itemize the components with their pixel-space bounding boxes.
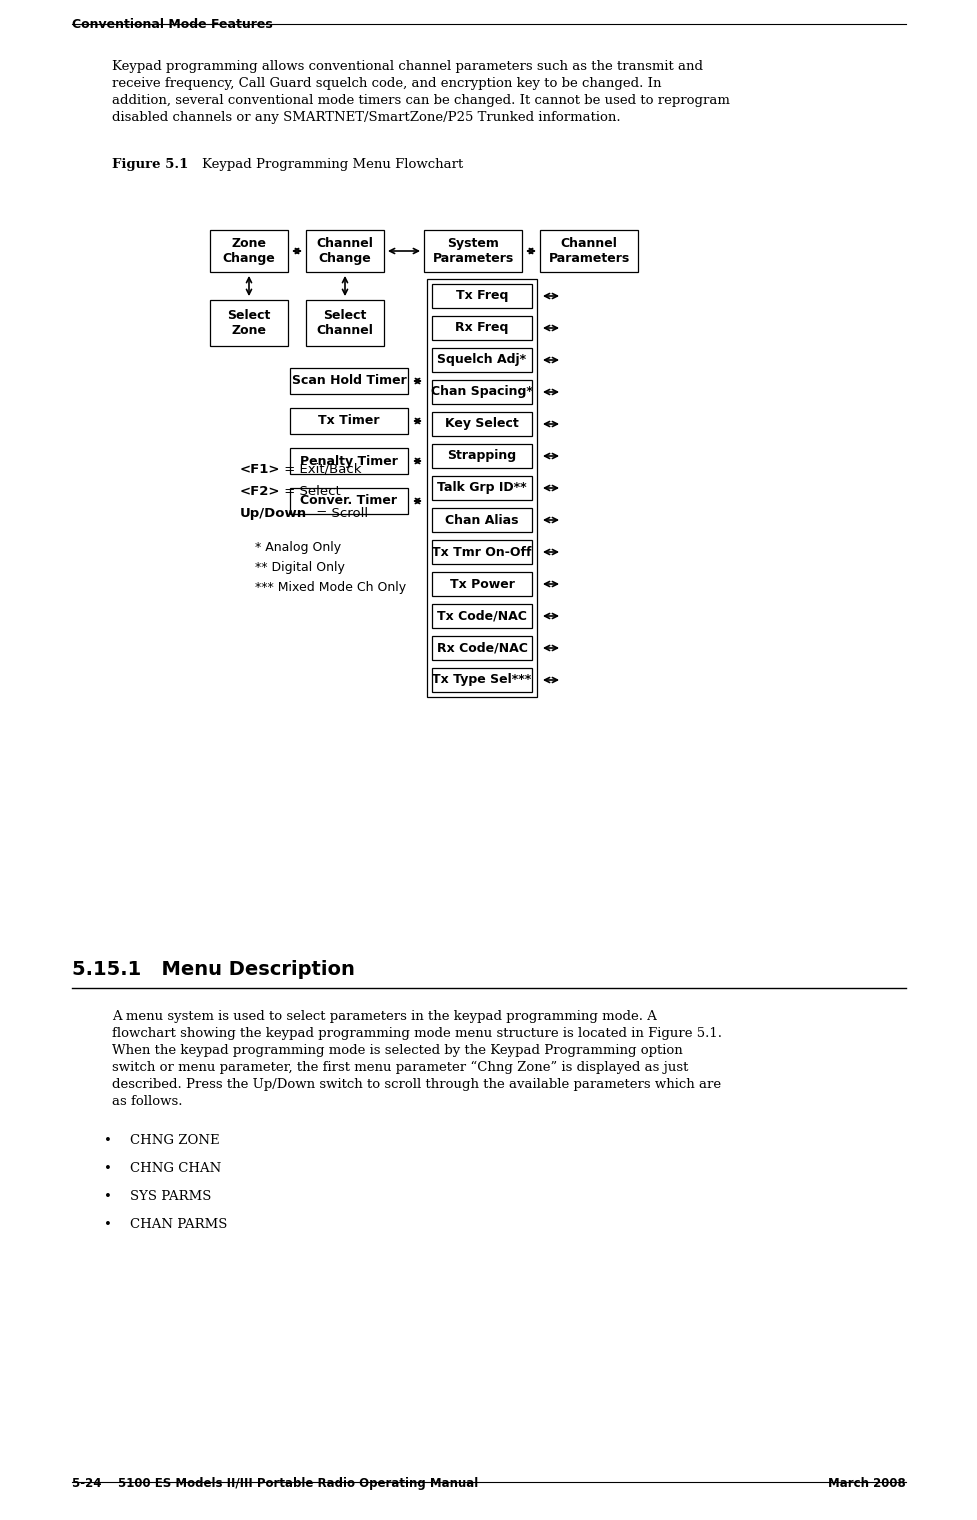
Bar [306, 299, 384, 347]
Text: 5.15.1   Menu Description: 5.15.1 Menu Description [72, 961, 355, 979]
Bar [290, 488, 407, 514]
Text: Conventional Mode Features: Conventional Mode Features [72, 18, 273, 30]
Text: Channel
Parameters: Channel Parameters [548, 237, 629, 264]
Text: CHAN PARMS: CHAN PARMS [130, 1218, 227, 1231]
Text: A menu system is used to select parameters in the keypad programming mode. A: A menu system is used to select paramete… [112, 1009, 657, 1023]
Text: = Select: = Select [279, 485, 340, 499]
Text: Rx Freq: Rx Freq [455, 322, 508, 334]
Text: Up/Down: Up/Down [239, 508, 307, 520]
Bar [432, 635, 531, 660]
Text: 5-24    5100 ES Models II/III Portable Radio Operating Manual: 5-24 5100 ES Models II/III Portable Radi… [72, 1477, 478, 1490]
Bar [432, 667, 531, 692]
Text: flowchart showing the keypad programming mode menu structure is located in Figur: flowchart showing the keypad programming… [112, 1028, 721, 1040]
Text: as follows.: as follows. [112, 1094, 183, 1108]
Text: *** Mixed Mode Ch Only: *** Mixed Mode Ch Only [255, 581, 405, 594]
Text: Tx Code/NAC: Tx Code/NAC [437, 610, 527, 623]
Text: addition, several conventional mode timers can be changed. It cannot be used to : addition, several conventional mode time… [112, 94, 729, 106]
Text: Keypad Programming Menu Flowchart: Keypad Programming Menu Flowchart [202, 158, 463, 172]
Text: Tx Type Sel***: Tx Type Sel*** [432, 673, 531, 687]
Text: Figure 5.1: Figure 5.1 [112, 158, 189, 172]
Text: Rx Code/NAC: Rx Code/NAC [436, 641, 527, 655]
Text: <F2>: <F2> [239, 485, 280, 499]
Bar [432, 444, 531, 468]
Text: SYS PARMS: SYS PARMS [130, 1190, 211, 1202]
Text: Zone
Change: Zone Change [223, 237, 276, 264]
Bar [432, 348, 531, 372]
Bar [432, 508, 531, 532]
Text: switch or menu parameter, the first menu parameter “Chng Zone” is displayed as j: switch or menu parameter, the first menu… [112, 1061, 688, 1075]
Bar [306, 230, 384, 272]
Bar [432, 284, 531, 309]
Text: Tx Timer: Tx Timer [318, 415, 379, 427]
Bar [210, 230, 287, 272]
Bar [432, 603, 531, 628]
Bar [210, 299, 287, 347]
Bar [427, 280, 536, 698]
Text: Select
Zone: Select Zone [227, 309, 271, 337]
Text: CHNG CHAN: CHNG CHAN [130, 1161, 221, 1175]
Bar [290, 368, 407, 394]
Bar [424, 230, 522, 272]
Text: System
Parameters: System Parameters [432, 237, 513, 264]
Text: Key Select: Key Select [445, 418, 519, 430]
Bar [432, 476, 531, 500]
Text: •: • [104, 1161, 111, 1175]
Text: •: • [104, 1190, 111, 1202]
Text: When the keypad programming mode is selected by the Keypad Programming option: When the keypad programming mode is sele… [112, 1044, 682, 1056]
Text: Conver. Timer: Conver. Timer [300, 494, 397, 508]
Bar [290, 448, 407, 474]
Text: disabled channels or any SMARTNET/SmartZone/P25 Trunked information.: disabled channels or any SMARTNET/SmartZ… [112, 111, 620, 125]
Text: Squelch Adj*: Squelch Adj* [437, 354, 526, 366]
Bar [432, 380, 531, 404]
Text: described. Press the Up/Down switch to scroll through the available parameters w: described. Press the Up/Down switch to s… [112, 1078, 720, 1091]
Text: Penalty Timer: Penalty Timer [300, 454, 398, 468]
Text: Channel
Change: Channel Change [317, 237, 373, 264]
Text: <F1>: <F1> [239, 464, 280, 476]
Bar [432, 412, 531, 436]
Text: Chan Alias: Chan Alias [445, 514, 518, 526]
Bar [432, 316, 531, 340]
Text: ** Digital Only: ** Digital Only [255, 561, 345, 575]
Text: Tx Freq: Tx Freq [455, 289, 508, 302]
Text: Chan Spacing*: Chan Spacing* [431, 386, 532, 398]
Text: = Scroll: = Scroll [312, 508, 367, 520]
Text: •: • [104, 1218, 111, 1231]
Bar [290, 407, 407, 435]
Text: Tx Tmr On-Off: Tx Tmr On-Off [432, 546, 531, 558]
Text: Tx Power: Tx Power [449, 578, 514, 590]
Text: Keypad programming allows conventional channel parameters such as the transmit a: Keypad programming allows conventional c… [112, 59, 702, 73]
Bar [432, 572, 531, 596]
Text: CHNG ZONE: CHNG ZONE [130, 1134, 220, 1148]
Text: = Exit/Back: = Exit/Back [279, 464, 361, 476]
Text: Scan Hold Timer: Scan Hold Timer [291, 374, 406, 388]
Text: receive frequency, Call Guard squelch code, and encryption key to be changed. In: receive frequency, Call Guard squelch co… [112, 78, 660, 90]
Bar [432, 540, 531, 564]
Text: * Analog Only: * Analog Only [255, 541, 341, 553]
Text: Select
Channel: Select Channel [317, 309, 373, 337]
Text: Talk Grp ID**: Talk Grp ID** [437, 482, 527, 494]
Bar [539, 230, 637, 272]
Text: Strapping: Strapping [447, 450, 516, 462]
Text: •: • [104, 1134, 111, 1148]
Text: March 2008: March 2008 [828, 1477, 905, 1490]
